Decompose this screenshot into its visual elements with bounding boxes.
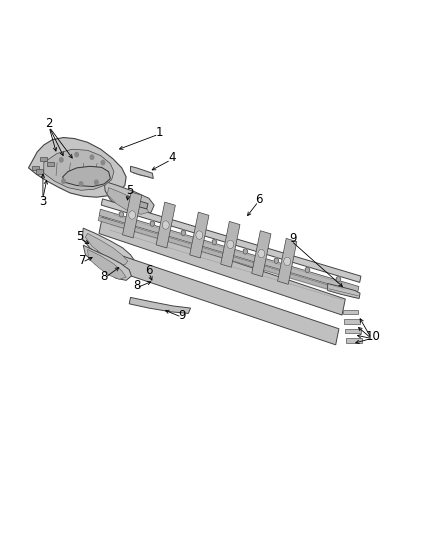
Polygon shape	[36, 169, 43, 174]
Polygon shape	[252, 231, 271, 277]
Text: 8: 8	[133, 279, 140, 292]
Text: 5: 5	[77, 230, 84, 243]
Polygon shape	[131, 166, 153, 179]
Circle shape	[129, 211, 136, 219]
Text: 5: 5	[126, 184, 133, 197]
Circle shape	[95, 180, 98, 184]
Circle shape	[243, 249, 247, 254]
Circle shape	[274, 258, 279, 263]
Polygon shape	[156, 202, 175, 248]
Circle shape	[119, 212, 124, 217]
Text: 9: 9	[178, 309, 186, 321]
Circle shape	[181, 230, 186, 236]
Text: 4: 4	[168, 151, 176, 164]
Polygon shape	[190, 212, 209, 258]
Polygon shape	[129, 297, 191, 313]
Text: 2: 2	[45, 117, 53, 130]
Polygon shape	[346, 338, 362, 343]
Circle shape	[62, 179, 65, 183]
Circle shape	[258, 249, 265, 258]
Circle shape	[162, 221, 169, 229]
Polygon shape	[82, 228, 135, 268]
Circle shape	[336, 277, 341, 282]
Polygon shape	[104, 181, 154, 216]
Polygon shape	[98, 216, 357, 298]
Text: 9: 9	[289, 232, 297, 245]
Polygon shape	[278, 238, 297, 284]
Circle shape	[79, 182, 83, 186]
Circle shape	[101, 160, 105, 165]
Polygon shape	[32, 166, 39, 170]
Polygon shape	[345, 329, 361, 333]
Polygon shape	[99, 209, 359, 293]
Text: 1: 1	[156, 126, 164, 139]
Polygon shape	[343, 310, 358, 314]
Polygon shape	[83, 245, 131, 280]
Polygon shape	[95, 248, 339, 345]
Text: 6: 6	[145, 264, 153, 277]
Circle shape	[196, 231, 203, 239]
Text: 7: 7	[78, 254, 86, 266]
Circle shape	[284, 257, 291, 265]
Polygon shape	[344, 319, 360, 324]
Circle shape	[90, 155, 94, 159]
Polygon shape	[123, 192, 142, 238]
Polygon shape	[44, 149, 114, 190]
Polygon shape	[40, 157, 47, 161]
Circle shape	[75, 152, 78, 157]
Polygon shape	[221, 221, 240, 268]
Polygon shape	[129, 198, 148, 209]
Circle shape	[150, 221, 155, 227]
Polygon shape	[107, 188, 149, 214]
Text: 8: 8	[101, 270, 108, 282]
Polygon shape	[63, 166, 110, 187]
Circle shape	[305, 268, 310, 273]
Text: 3: 3	[39, 195, 46, 208]
Polygon shape	[88, 249, 126, 279]
Text: 10: 10	[366, 330, 381, 343]
Polygon shape	[328, 284, 360, 298]
Polygon shape	[101, 199, 361, 282]
Polygon shape	[47, 162, 54, 166]
Circle shape	[212, 239, 216, 245]
Circle shape	[60, 158, 63, 162]
Text: 6: 6	[255, 193, 263, 206]
Polygon shape	[28, 138, 126, 197]
Polygon shape	[85, 233, 128, 265]
Circle shape	[227, 240, 234, 248]
Polygon shape	[99, 217, 345, 315]
